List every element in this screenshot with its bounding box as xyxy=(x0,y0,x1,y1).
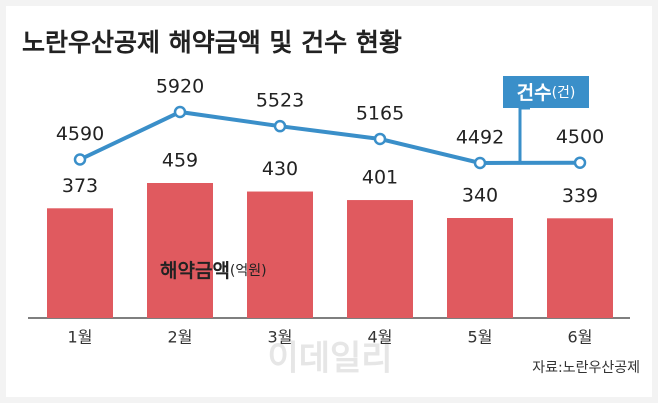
x-tick-label: 1월 xyxy=(68,328,93,347)
line-point xyxy=(173,105,187,119)
x-tick-label: 4월 xyxy=(368,328,393,347)
value-label: 459 xyxy=(162,150,198,172)
value-label: 430 xyxy=(262,158,298,180)
source: 자료:노란우산공제 xyxy=(532,360,640,376)
bar xyxy=(347,200,413,318)
value-label: 4590 xyxy=(56,123,104,145)
legend-name: 건수 xyxy=(517,82,552,104)
value-label: 339 xyxy=(562,185,598,207)
x-tick-label: 2월 xyxy=(168,328,193,347)
bar xyxy=(147,183,213,318)
line xyxy=(79,109,581,166)
bar xyxy=(47,208,113,318)
value-label: 5165 xyxy=(356,102,404,124)
legend-unit: (억원) xyxy=(230,263,267,279)
legend-label: 해약금액(억원) xyxy=(160,260,267,282)
line-point xyxy=(373,132,387,146)
x-tick-label: 6월 xyxy=(568,328,593,347)
value-label: 4500 xyxy=(556,126,604,148)
legend-unit: (건) xyxy=(552,85,576,101)
value-label: 373 xyxy=(62,175,98,197)
value-label: 4492 xyxy=(456,127,504,149)
value-label: 5523 xyxy=(256,90,304,112)
x-tick-label: 5월 xyxy=(468,328,493,347)
line-point xyxy=(573,156,587,169)
value-label: 401 xyxy=(362,167,398,189)
line-point xyxy=(273,119,287,133)
line-point xyxy=(73,153,87,166)
bar xyxy=(247,191,313,318)
value-label: 340 xyxy=(462,185,498,207)
bar xyxy=(447,218,513,318)
panel xyxy=(6,6,652,397)
watermark: 이데일리 xyxy=(267,339,392,379)
legend-label: 건수(건) xyxy=(517,82,576,104)
chart-title: 노란우산공제 해약금액 및 건수 현황 xyxy=(22,28,402,57)
line-point xyxy=(473,156,487,170)
bar xyxy=(547,218,613,318)
legend-name: 해약금액 xyxy=(160,260,230,282)
value-label: 5920 xyxy=(156,76,204,98)
legend-box xyxy=(503,76,589,108)
x-tick-label: 3월 xyxy=(268,328,293,347)
